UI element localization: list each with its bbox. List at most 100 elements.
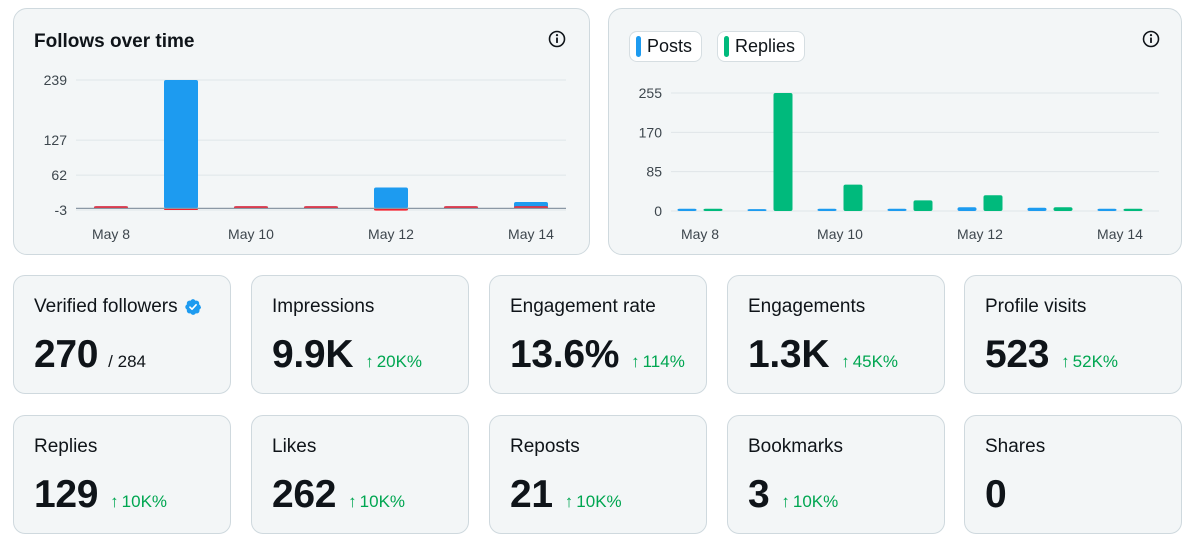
metric-card-verified-followers[interactable]: Verified followers 270 / 284 — [13, 275, 231, 394]
metric-delta: ↑ 10K% — [565, 492, 622, 512]
metric-card-reposts[interactable]: Reposts 21 ↑ 10K% — [489, 415, 707, 534]
posts-replies-bar-chart: 255 170 85 0 May 8 May 10 May 12 May 14 — [639, 85, 1159, 242]
metric-label: Engagements — [748, 296, 866, 317]
chart-bar — [164, 80, 198, 209]
metric-delta-value: 10K% — [359, 492, 406, 511]
metric-delta-value: 10K% — [121, 492, 168, 511]
metric-label: Profile visits — [985, 296, 1087, 317]
metric-value: 1.3K — [748, 333, 830, 376]
metric-delta-value: 20K% — [376, 352, 423, 371]
arrow-up-icon: ↑ — [348, 492, 357, 511]
metric-delta-value: 52K% — [1072, 352, 1119, 371]
chart-bar — [843, 184, 863, 211]
metric-value: 262 — [272, 473, 337, 516]
chart-bar — [677, 208, 697, 211]
arrow-up-icon: ↑ — [631, 352, 640, 371]
chart-bar — [817, 208, 837, 211]
chart-bar — [913, 200, 933, 211]
x-tick-label: May 14 — [508, 226, 554, 242]
chart-bar — [703, 208, 723, 211]
chart-bar — [747, 209, 767, 211]
metric-delta: ↑ 45K% — [841, 352, 898, 372]
chart-bar — [957, 207, 977, 211]
legend-replies-label: Replies — [735, 36, 796, 56]
metric-value-row: 270 / 284 — [34, 333, 146, 377]
y-tick-label: 62 — [51, 167, 67, 183]
metric-card-likes[interactable]: Likes 262 ↑ 10K% — [251, 415, 469, 534]
metric-delta-value: 114% — [642, 352, 685, 371]
metric-label-text: Verified followers — [34, 296, 178, 317]
chart-bar — [1123, 208, 1143, 211]
metric-label: Verified followers — [34, 296, 202, 318]
chart-bar — [773, 93, 793, 211]
metric-card-replies[interactable]: Replies 129 ↑ 10K% — [13, 415, 231, 534]
y-tick-label: 0 — [654, 203, 662, 219]
metric-value-row: 1.3K ↑ 45K% — [748, 333, 898, 377]
x-tick-label: May 8 — [92, 226, 130, 242]
legend-posts[interactable]: Posts — [629, 31, 703, 62]
metric-label: Impressions — [272, 296, 375, 317]
chart-bar — [1027, 207, 1047, 211]
metric-total: / 284 — [108, 352, 146, 371]
arrow-up-icon: ↑ — [564, 492, 574, 511]
metric-value: 3 — [748, 473, 770, 516]
legend-replies-swatch — [724, 36, 729, 57]
follows-bar-chart: 239 127 62 -3 May 8 May 10 May 12 May 14 — [44, 72, 566, 242]
metric-value-row: 523 ↑ 52K% — [985, 333, 1118, 377]
info-icon[interactable] — [1141, 29, 1161, 49]
metric-value-row: 0 — [985, 473, 1007, 517]
chart-bar — [1053, 207, 1073, 211]
info-icon[interactable] — [547, 29, 567, 49]
arrow-up-icon: ↑ — [841, 352, 850, 371]
metric-value-row: 262 ↑ 10K% — [272, 473, 405, 517]
metric-delta: ↑ 20K% — [365, 352, 422, 372]
arrow-up-icon: ↑ — [365, 352, 374, 371]
y-tick-label: 170 — [639, 124, 663, 140]
metric-delta-value: 45K% — [852, 352, 899, 371]
metric-card-profile-visits[interactable]: Profile visits 523 ↑ 52K% — [964, 275, 1182, 394]
metric-card-bookmarks[interactable]: Bookmarks 3 ↑ 10K% — [727, 415, 945, 534]
metric-value: 270 — [34, 333, 99, 376]
metric-value: 21 — [510, 473, 553, 516]
y-tick-label: -3 — [55, 202, 68, 218]
legend-replies[interactable]: Replies — [717, 31, 806, 62]
posts-replies-chart-panel: Posts Replies 255 170 85 0 May 8 May 10 May 12… — [608, 8, 1182, 255]
legend-posts-swatch — [636, 36, 641, 57]
metric-label: Bookmarks — [748, 436, 844, 457]
x-tick-label: May 12 — [368, 226, 414, 242]
metric-value: 129 — [34, 473, 99, 516]
metric-card-impressions[interactable]: Impressions 9.9K ↑ 20K% — [251, 275, 469, 394]
metric-card-engagement-rate[interactable]: Engagement rate 13.6% ↑ 114% — [489, 275, 707, 394]
arrow-up-icon: ↑ — [781, 492, 790, 511]
y-tick-label: 127 — [44, 132, 68, 148]
chart-bar — [983, 195, 1003, 211]
metric-label: Engagement rate — [510, 296, 656, 317]
metric-value-row: 129 ↑ 10K% — [34, 473, 167, 517]
y-tick-label: 85 — [646, 164, 662, 180]
x-tick-label: May 10 — [228, 226, 274, 242]
metric-value: 523 — [985, 333, 1050, 376]
x-tick-label: May 10 — [817, 226, 863, 242]
metric-delta: ↑ 10K% — [781, 492, 838, 512]
metric-value-row: 9.9K ↑ 20K% — [272, 333, 422, 377]
metric-delta-value: 10K% — [792, 492, 839, 511]
metric-delta-value: 10K% — [576, 492, 622, 511]
metric-label: Reposts — [510, 436, 580, 457]
metric-label: Shares — [985, 436, 1046, 457]
chart-bar — [1097, 208, 1117, 211]
x-tick-label: May 8 — [681, 226, 719, 242]
x-tick-label: May 14 — [1097, 226, 1143, 242]
metric-card-engagements[interactable]: Engagements 1.3K ↑ 45K% — [727, 275, 945, 394]
metric-delta: ↑ 114% — [631, 352, 685, 372]
metric-value-row: 13.6% ↑ 114% — [510, 333, 685, 377]
metric-delta: ↑ 10K% — [110, 492, 167, 512]
metric-card-shares[interactable]: Shares 0 — [964, 415, 1182, 534]
chart-bar — [374, 187, 408, 209]
x-tick-label: May 12 — [957, 226, 1003, 242]
verified-badge-icon — [184, 299, 201, 315]
arrow-up-icon: ↑ — [1061, 352, 1070, 371]
y-tick-label: 239 — [44, 72, 68, 88]
legend-posts-label: Posts — [647, 36, 693, 56]
metric-value: 13.6% — [510, 333, 620, 376]
arrow-up-icon: ↑ — [110, 492, 119, 511]
